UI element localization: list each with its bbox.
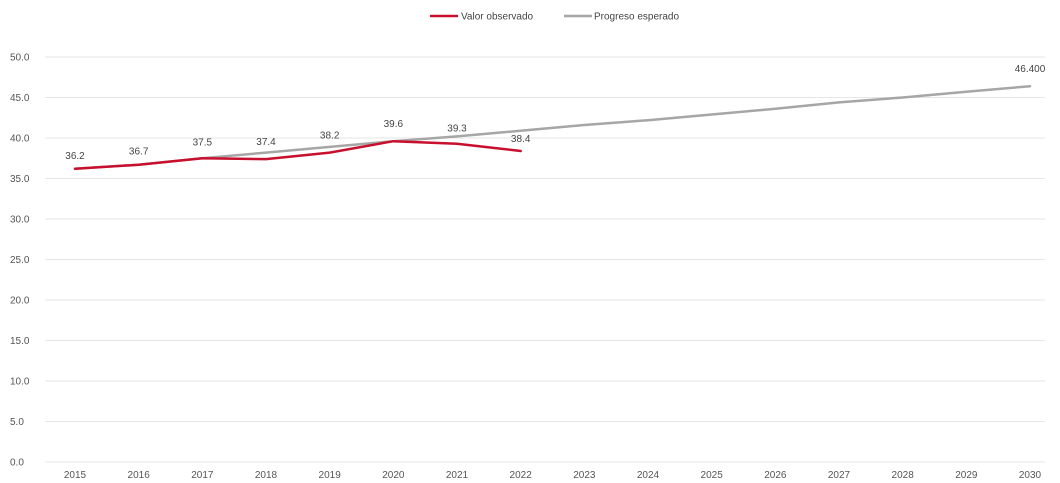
data-label: 38.2 [320,131,340,142]
y-tick-label: 45.0 [10,93,30,104]
x-tick-label: 2028 [892,470,915,481]
x-tick-label: 2019 [319,470,342,481]
y-tick-label: 30.0 [10,215,30,226]
y-tick-label: 10.0 [10,377,30,388]
x-axis-ticks: 2015 2016 2017 2018 2019 2020 2021 2022 2023 2024… [64,470,1042,481]
x-tick-label: 2017 [191,470,214,481]
data-label: 37.5 [193,137,213,148]
data-label: 36.2 [65,151,85,162]
data-label: 37.4 [256,137,276,148]
x-tick-label: 2023 [573,470,596,481]
y-tick-label: 0.0 [10,458,24,469]
x-tick-label: 2015 [64,470,87,481]
x-tick-label: 2021 [446,470,469,481]
x-tick-label: 2016 [128,470,151,481]
gridlines [45,56,1045,463]
y-axis-ticks: 0.0 5.0 10.0 15.0 20.0 25.0 30.0 35.0 40.0 45.0 50… [10,53,30,469]
legend: Valor observado Progreso esperado [430,12,679,23]
series-line-valor-observado [73,139,522,171]
data-label: 38.4 [511,134,531,145]
x-tick-label: 2018 [255,470,278,481]
x-tick-label: 2026 [764,470,787,481]
y-tick-label: 40.0 [10,134,30,145]
data-label-end: 46.400 [1015,64,1046,75]
y-tick-label: 25.0 [10,255,30,266]
data-labels: 36.2 36.7 37.5 37.4 38.2 39.6 39.3 38.4 46.400 [65,64,1045,162]
x-tick-label: 2025 [701,470,724,481]
y-tick-label: 50.0 [10,53,30,64]
y-tick-label: 20.0 [10,296,30,307]
x-tick-label: 2027 [828,470,851,481]
y-tick-label: 15.0 [10,336,30,347]
y-tick-label: 35.0 [10,174,30,185]
x-tick-label: 2022 [510,470,533,481]
data-label: 36.7 [129,147,149,158]
data-label: 39.3 [447,124,467,135]
x-tick-label: 2024 [637,470,660,481]
legend-label: Progreso esperado [594,12,679,23]
series-lines [73,84,1032,171]
legend-item-valor-observado: Valor observado [430,12,534,23]
x-tick-label: 2020 [382,470,405,481]
data-label: 39.6 [384,119,404,130]
x-tick-label: 2030 [1019,470,1042,481]
legend-label: Valor observado [461,12,534,23]
series-line-progreso-esperado [73,84,1032,171]
y-tick-label: 5.0 [10,417,24,428]
legend-item-progreso-esperado: Progreso esperado [564,12,679,23]
x-tick-label: 2029 [955,470,978,481]
